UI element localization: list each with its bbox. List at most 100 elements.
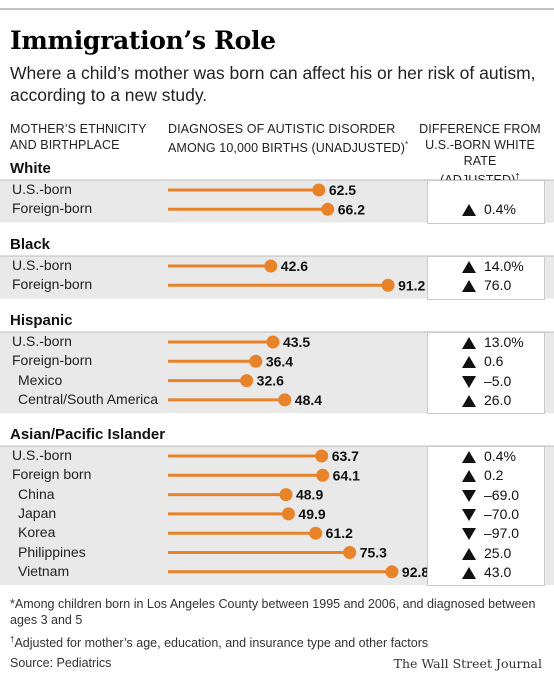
bar-dot [321,202,335,216]
group-title: Hispanic [10,312,73,329]
difference-value: –69.0 [484,486,520,503]
bar-dot [381,278,395,292]
up-arrow-icon [462,451,476,463]
value-label: 48.4 [295,392,322,408]
difference-panel [427,256,545,300]
header-ethnicity: MOTHER’S ETHNICITY AND BIRTHPLACE [10,121,147,153]
difference-value: 26.0 [484,391,512,408]
difference-value: 0.2 [484,467,504,484]
value-label: 42.6 [281,258,308,274]
row-label: Foreign-born [12,276,93,293]
difference-cell: 14.0% [434,257,534,275]
value-label: 49.9 [298,506,325,522]
difference-cell: 76.0 [434,276,534,294]
difference-value: 43.0 [484,563,512,580]
bar-dot [278,393,292,407]
value-label: 32.6 [257,373,284,389]
difference-panel [427,180,545,224]
source-note: Source: Pediatrics [10,656,112,670]
difference-value: –70.0 [484,505,520,522]
difference-cell: 26.0 [434,391,534,409]
bar-dot [240,374,254,388]
difference-cell: 0.2 [434,466,534,484]
header-difference-line1: DIFFERENCE FROM [419,122,541,136]
row-label: Mexico [18,371,63,388]
credit-line: The Wall Street Journal [393,656,542,671]
value-label: 36.4 [266,353,293,369]
bar-dot [281,507,295,521]
difference-value: 14.0% [484,258,524,274]
up-arrow-icon [462,470,476,483]
difference-value: 0.4% [484,201,516,218]
value-label: 92.8 [402,564,429,580]
down-arrow-icon [462,489,476,502]
row-label: Foreign-born [12,200,93,217]
difference-cell: 13.0% [434,333,534,351]
header-difference-mark: † [515,172,520,181]
difference-panel [427,446,545,587]
row-label: Foreign born [12,466,92,483]
down-arrow-icon [462,508,476,521]
header-diagnoses-mark: * [405,140,409,149]
difference-cell: 0.4% [434,447,534,465]
chart-subtitle: Where a child’s mother was born can affe… [10,63,536,105]
difference-panel [427,332,545,415]
value-label: 43.5 [283,334,310,350]
up-arrow-icon [462,261,476,273]
difference-cell: 25.0 [434,544,534,562]
value-label: 66.2 [338,201,365,217]
down-arrow-icon [462,375,476,388]
up-arrow-icon [462,356,476,369]
header-difference-line2: U.S.-BORN WHITE RATE [425,138,535,168]
bar-dot [249,354,263,368]
header-difference: DIFFERENCE FROM U.S.-BORN WHITE RATE (AD… [410,121,550,188]
value-label: 64.1 [333,467,360,483]
row-label: U.S.-born [12,447,72,463]
difference-cell: –70.0 [434,505,534,523]
difference-value: 0.4% [484,448,516,464]
bar-dot [264,259,278,273]
difference-cell: 0.6 [434,352,534,370]
difference-cell: –97.0 [434,524,534,542]
bar-dot [312,183,326,197]
difference-value: 25.0 [484,544,512,561]
up-arrow-icon [462,566,476,579]
up-arrow-icon [462,280,476,293]
up-arrow-icon [462,547,476,560]
difference-value: 0.6 [484,353,504,370]
row-label: China [18,485,55,502]
difference-cell: 43.0 [434,563,534,581]
row-label: Philippines [18,543,86,560]
row-label: Central/South America [18,390,159,407]
chart-title: Immigration’s Role [10,26,276,55]
row-label: U.S.-born [12,333,72,349]
row-label: U.S.-born [12,181,72,197]
group-title: Asian/Pacific Islander [10,426,166,443]
difference-cell: –69.0 [434,486,534,504]
bar-dot [266,335,280,349]
up-arrow-icon [462,337,476,349]
down-arrow-icon [462,528,476,541]
difference-value: 76.0 [484,277,512,294]
header-ethnicity-line2: AND BIRTHPLACE [10,138,120,152]
bar-dot [315,449,329,463]
footnote-2: †Adjusted for mother’s age, education, a… [10,635,429,651]
row-label: U.S.-born [12,257,72,273]
difference-value: 13.0% [484,334,524,350]
up-arrow-icon [462,204,476,217]
bar-dot [343,546,357,559]
bar-dot [316,468,330,482]
difference-value: –5.0 [484,372,512,389]
value-label: 63.7 [332,448,359,464]
difference-value: –97.0 [484,525,520,542]
row-label: Korea [18,524,56,541]
row-label: Japan [18,504,57,521]
row-label: Vietnam [18,562,70,579]
group-title: White [10,160,51,177]
value-label: 75.3 [360,545,387,561]
header-diagnoses: DIAGNOSES OF AUTISTIC DISORDER AMONG 10,… [168,121,408,156]
footnote-1: *Among children born in Los Angeles Coun… [10,597,536,627]
group-title: Black [10,236,51,253]
value-label: 62.5 [329,182,356,198]
value-label: 48.9 [296,487,323,503]
